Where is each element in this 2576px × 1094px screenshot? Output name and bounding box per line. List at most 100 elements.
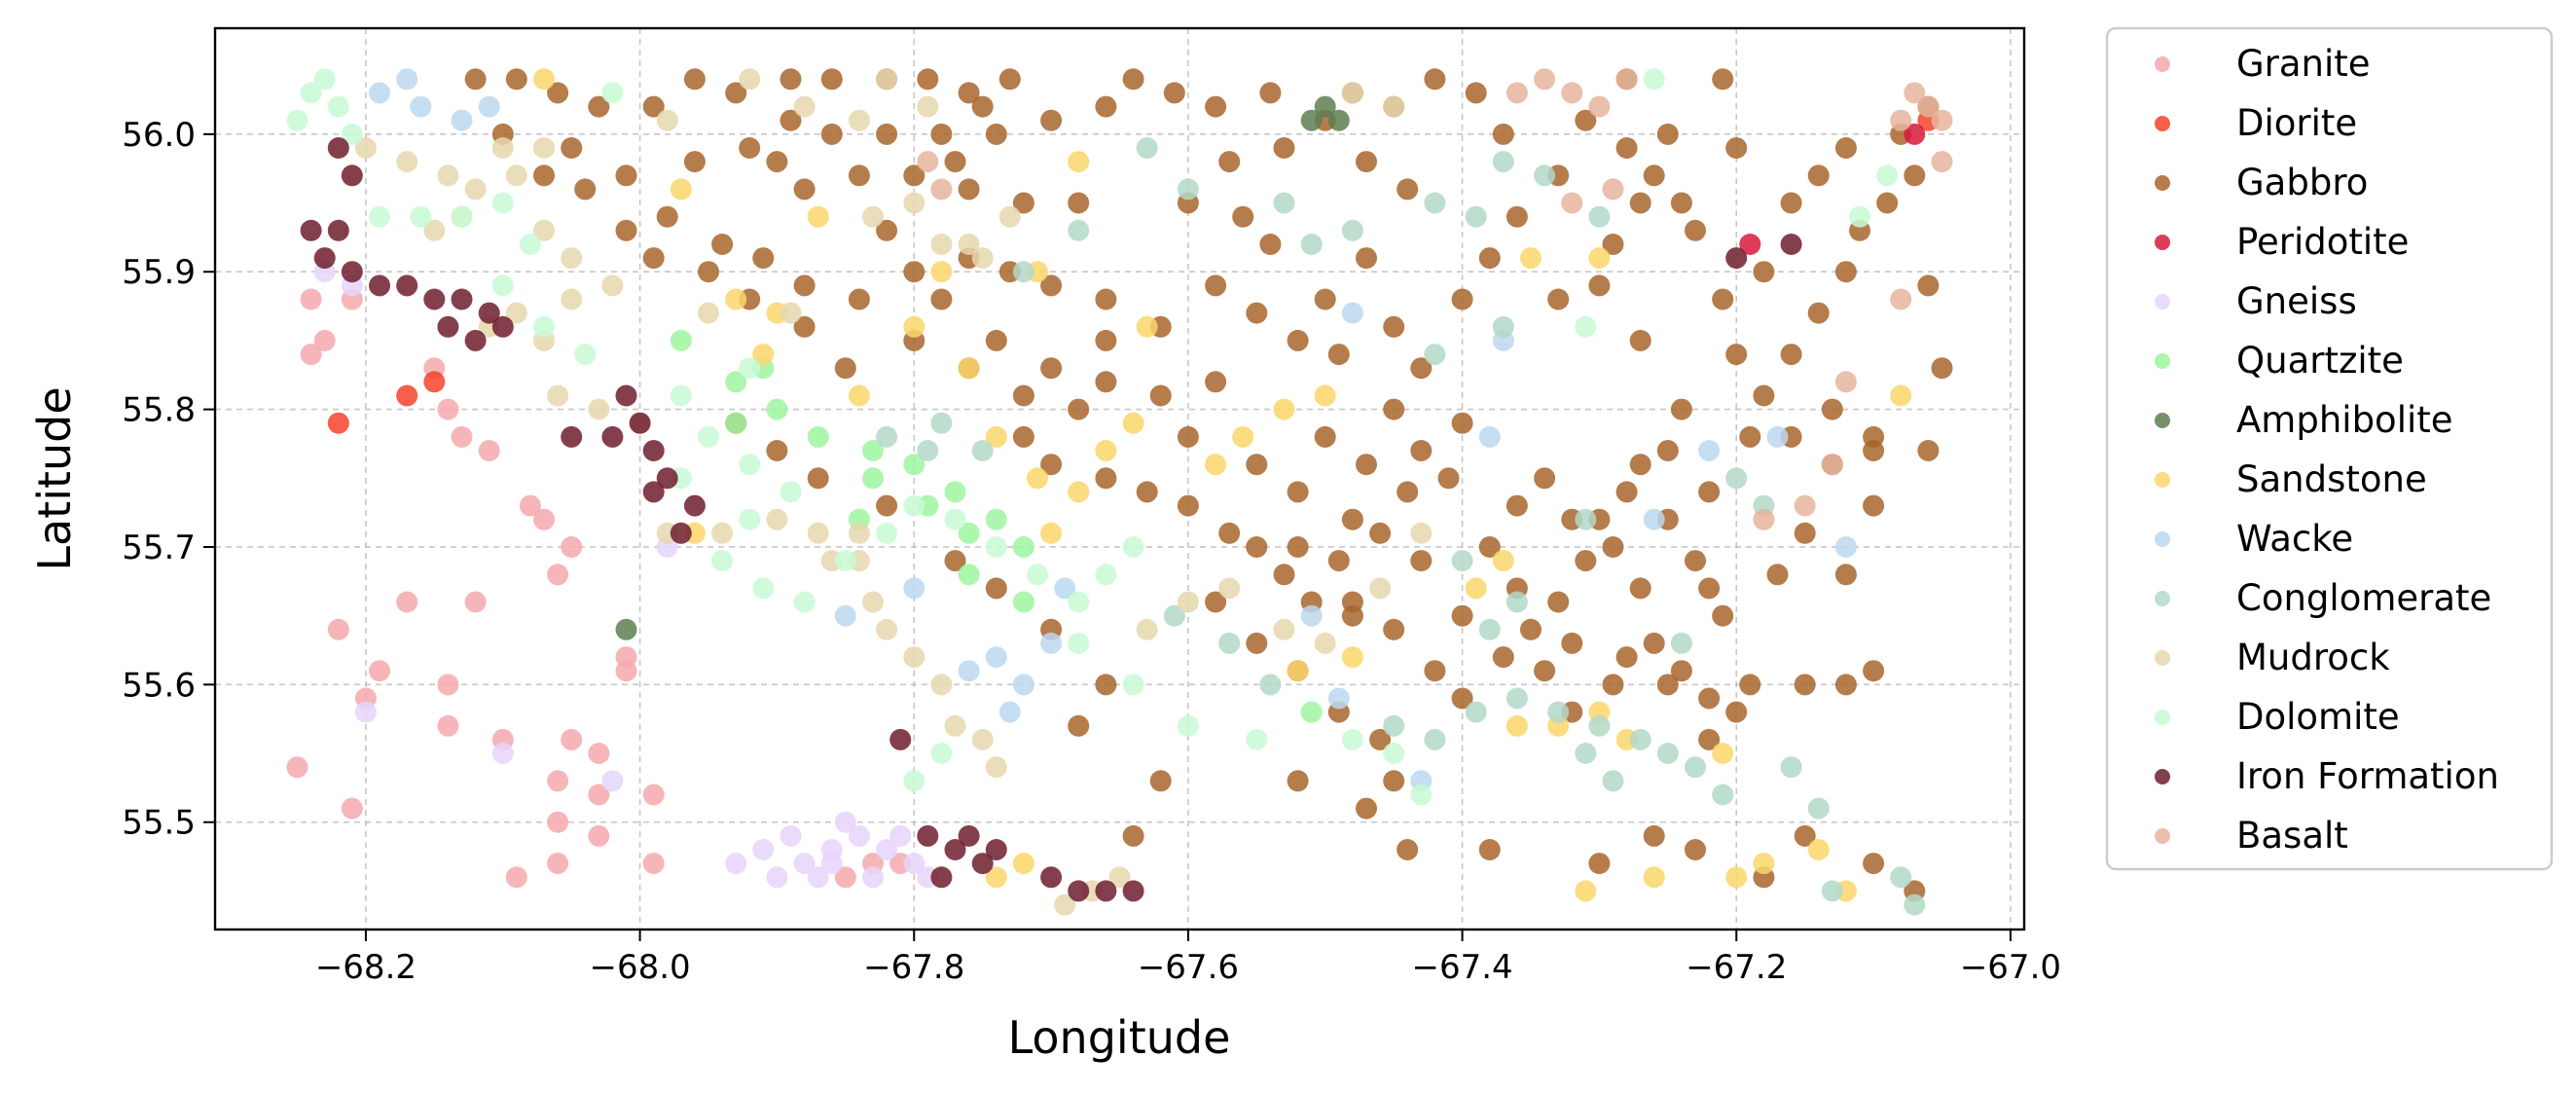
data-point: [1341, 508, 1363, 530]
data-point: [711, 522, 734, 544]
data-point: [478, 302, 500, 324]
data-point: [327, 618, 349, 640]
data-point: [1273, 192, 1295, 214]
data-point: [1753, 853, 1775, 875]
data-point: [1136, 618, 1158, 640]
data-point: [1397, 481, 1419, 503]
data-point: [642, 481, 665, 503]
data-point: [1410, 440, 1433, 461]
data-point: [1863, 660, 1885, 682]
series-conglomerate: [876, 137, 1926, 916]
data-point: [1904, 123, 1926, 145]
data-point: [1327, 344, 1350, 366]
data-point: [985, 577, 1007, 600]
legend-item-gabbro: Gabbro: [2155, 162, 2368, 203]
data-point: [588, 743, 610, 764]
data-point: [1341, 646, 1363, 669]
legend-marker: [2155, 116, 2170, 131]
data-point: [561, 247, 583, 270]
data-point: [1465, 82, 1487, 104]
data-point: [1012, 192, 1034, 214]
data-point: [615, 219, 637, 241]
data-point: [930, 674, 953, 696]
data-point: [1561, 82, 1583, 104]
data-point: [1492, 315, 1514, 338]
data-point: [369, 82, 390, 104]
data-point: [1807, 797, 1830, 820]
data-point: [1561, 632, 1583, 654]
data-point: [1149, 770, 1172, 792]
data-point: [739, 68, 761, 91]
data-point: [1931, 109, 1953, 131]
y-tick-label: 55.7: [122, 529, 196, 567]
y-tick-label: 56.0: [122, 116, 196, 155]
data-point: [766, 440, 788, 461]
data-point: [1205, 371, 1227, 393]
data-point: [1054, 577, 1076, 600]
data-point: [1273, 564, 1295, 586]
series-iron-formation: [300, 137, 1802, 902]
data-point: [752, 577, 775, 600]
data-point: [1807, 302, 1830, 324]
data-point: [491, 743, 514, 764]
data-point: [1656, 123, 1679, 145]
data-point: [1012, 674, 1034, 696]
data-point: [876, 494, 898, 517]
data-point: [930, 261, 953, 283]
data-point: [286, 109, 308, 131]
data-point: [642, 784, 665, 806]
data-point: [903, 494, 925, 517]
series-dolomite: [286, 68, 1899, 806]
data-point: [903, 646, 925, 669]
data-point: [1314, 95, 1336, 118]
data-point: [698, 261, 719, 283]
data-point: [1383, 770, 1405, 792]
data-point: [491, 274, 514, 297]
data-point: [1095, 329, 1117, 351]
data-point: [766, 151, 788, 173]
data-point: [985, 536, 1007, 558]
data-point: [1643, 508, 1665, 530]
data-point: [876, 522, 898, 544]
data-point: [752, 839, 775, 860]
data-point: [396, 591, 418, 613]
data-point: [1259, 234, 1282, 255]
x-tick-label: −67.4: [1411, 948, 1512, 987]
data-point: [1437, 467, 1460, 490]
legend-marker: [2155, 591, 2170, 606]
plot-frame: [213, 26, 2026, 931]
data-point: [780, 109, 802, 131]
data-point: [1218, 522, 1241, 544]
data-point: [369, 660, 390, 682]
data-point: [1259, 674, 1282, 696]
legend-marker: [2155, 472, 2170, 488]
data-point: [1520, 618, 1542, 640]
data-point: [971, 853, 994, 875]
data-point: [1068, 398, 1090, 420]
data-point: [985, 329, 1007, 351]
legend-label: Dolomite: [2236, 696, 2400, 738]
data-point: [369, 205, 390, 228]
data-point: [1122, 824, 1144, 847]
data-point: [1629, 329, 1651, 351]
data-point: [1383, 618, 1405, 640]
legend-marker: [2155, 769, 2170, 784]
data-point: [739, 357, 761, 380]
data-point: [1122, 536, 1144, 558]
data-point: [917, 824, 939, 847]
data-point: [1246, 728, 1268, 750]
y-axis-ticks: 55.5 55.6 55.7 55.8 55.9 56.0: [122, 116, 215, 843]
data-point: [1383, 743, 1405, 764]
data-point: [1588, 714, 1611, 737]
data-point: [1834, 137, 1857, 159]
data-point: [780, 302, 802, 324]
data-point: [1122, 412, 1144, 434]
data-point: [1643, 632, 1665, 654]
data-point: [491, 315, 514, 338]
data-point: [683, 68, 706, 91]
data-point: [1643, 824, 1665, 847]
data-point: [1698, 687, 1721, 710]
data-point: [1410, 784, 1433, 806]
data-point: [437, 315, 459, 338]
data-point: [1547, 288, 1570, 310]
